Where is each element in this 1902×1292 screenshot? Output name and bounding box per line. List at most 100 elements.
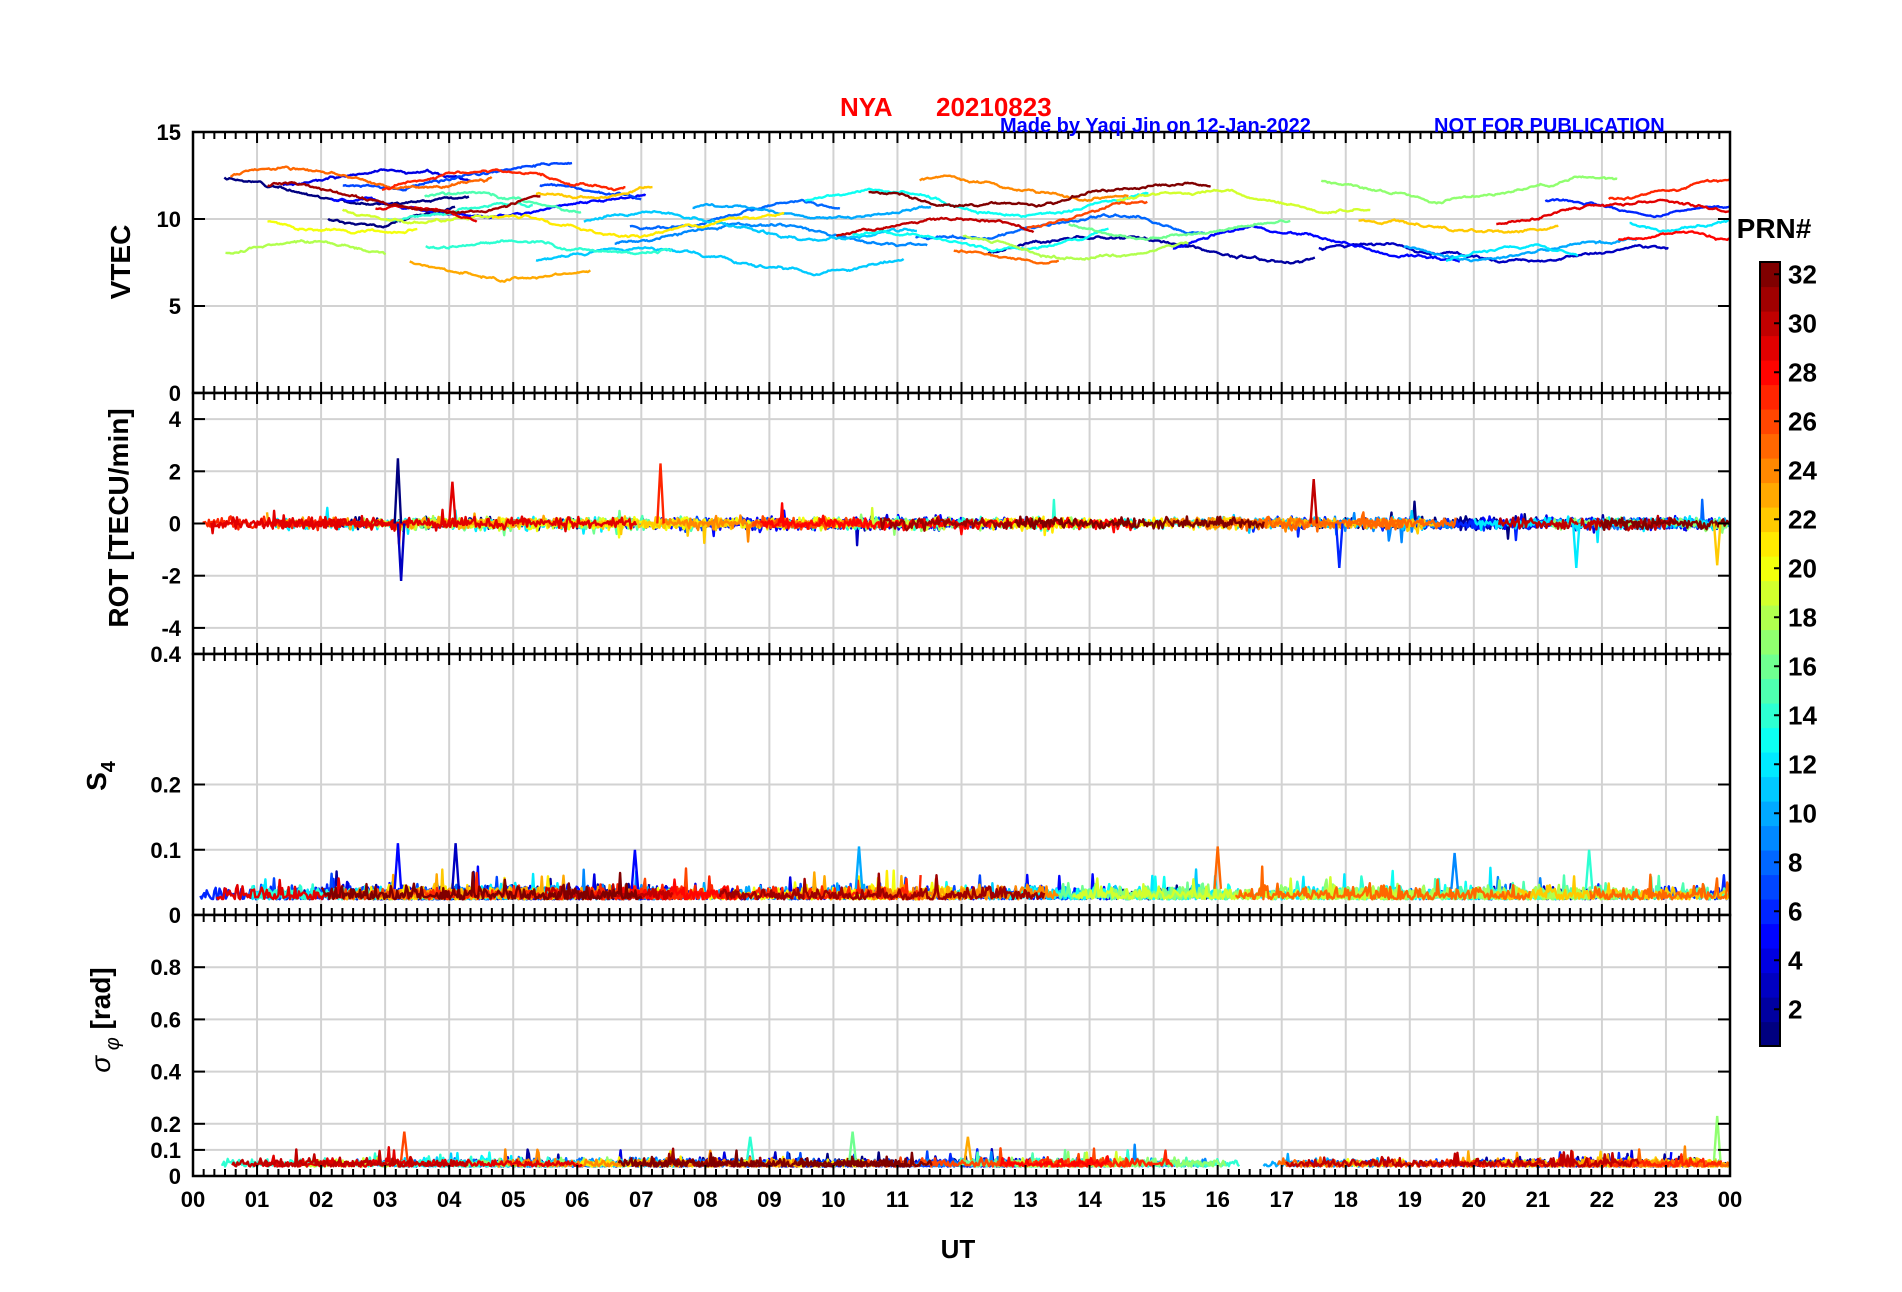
colorbar-segment [1760,825,1780,851]
colorbar-segment [1760,752,1780,778]
spike-prn-14 [1584,849,1594,889]
y-axis-label: ROT [TECU/min] [103,408,134,627]
series-prn-12 [1446,243,1579,262]
credit-text: Made by Yaqi Jin on 12-Jan-2022 [1000,115,1311,137]
notice-text: NOT FOR PUBLICATION [1434,115,1665,137]
series-prn-8 [915,213,1206,241]
panel-rot: -4 -2 0 2 4 ROT [TECU/min] [103,391,1732,656]
series-prn-32 [617,1149,933,1168]
colorbar-segment [1760,409,1780,435]
spike-prn-22 [1712,523,1722,566]
series-prn-26 [1026,200,1148,230]
x-tick-label: 00 [181,1187,205,1212]
colorbar-segment [1760,531,1780,557]
series-prn-6 [1544,198,1730,219]
spike-prn-5 [393,843,403,889]
colorbar-segment [1760,482,1780,508]
series-prn-30 [231,1148,469,1168]
series-prn-10 [692,202,932,220]
y-tick-label: 0 [169,1164,181,1189]
series-prn-28 [999,1155,1110,1168]
series-prn-30 [1285,1149,1640,1168]
spike-prn-9 [1450,852,1459,890]
series-prn-16 [1068,219,1291,241]
series-prn-7 [342,161,573,192]
x-tick-label: 02 [309,1187,333,1212]
colorbar-segment [1760,972,1780,998]
y-tick-label: 5 [169,294,181,319]
colorbar-tick-label: 28 [1788,357,1817,387]
series-prn-19 [1116,188,1371,215]
colorbar-segment [1760,899,1780,925]
series-prn-22 [1358,218,1559,234]
colorbar-segment [1760,458,1780,484]
panel-vtec: 0 5 10 15 VTEC [105,120,1732,406]
colorbar-segment [1760,1021,1780,1047]
spike-prn-1 [393,458,403,524]
x-tick-label: 13 [1013,1187,1037,1212]
series-prn-25 [1589,873,1730,901]
x-tick-label: 01 [245,1187,269,1212]
colorbar-segment [1760,384,1780,410]
spike-prn-23 [963,1136,973,1161]
colorbar-tick-label: 14 [1788,700,1817,730]
series-group [199,843,1730,901]
series-prn-5 [1172,224,1460,263]
spike-prn-6 [1334,523,1344,568]
series-prn-32 [320,871,643,901]
spike-prn-25 [1213,846,1223,889]
colorbar-segment [1760,629,1780,655]
colorbar-segment [1760,997,1780,1023]
colorbar-segment [1760,433,1780,459]
colorbar-tick-label: 8 [1788,847,1802,877]
x-tick-label: 17 [1269,1187,1293,1212]
series-prn-23 [409,260,592,283]
series-prn-24 [919,174,1129,202]
colorbar-tick-label: 32 [1788,259,1817,289]
y-tick-label: 0.2 [150,773,181,798]
colorbar-tick-label: 4 [1788,945,1803,975]
colorbar-segment [1760,923,1780,949]
colorbar-segment [1760,507,1780,533]
series-prn-17 [1320,175,1618,205]
x-tick-label: 14 [1077,1187,1102,1212]
colorbar-tick-label: 24 [1788,455,1817,485]
series-prn-2 [987,235,1316,265]
y-tick-label: 0.1 [150,1138,181,1163]
series-prn-22 [535,185,653,200]
colorbar-segment [1760,654,1780,680]
x-tick-label: 20 [1462,1187,1486,1212]
series-prn-32 [1599,516,1730,531]
y-tick-label: 0 [169,903,181,928]
y-tick-label: 0.4 [150,642,181,667]
colorbar-tick-label: 10 [1788,798,1817,828]
colorbar-segment [1760,262,1780,288]
series-prn-32 [868,181,1212,208]
spike-prn-26 [399,1131,409,1161]
spike-prn-12 [1571,523,1581,568]
series-prn-29 [274,508,638,546]
colorbar-tick-label: 12 [1788,749,1817,779]
y-tick-label: 15 [157,120,181,145]
series-prn-31 [718,872,1046,901]
colorbar-frame [1759,261,1781,1047]
series-prn-29 [1496,198,1730,226]
colorbar-segment [1760,605,1780,631]
colorbar-segment [1760,556,1780,582]
spike-prn-14 [745,1136,755,1161]
colorbar-tick-label: 22 [1788,504,1817,534]
series-prn-30 [835,216,1035,238]
series-prn-18 [962,234,1189,261]
y-tick-label: 0.6 [150,1007,181,1032]
colorbar-tick-label: 20 [1788,553,1817,583]
y-axis-label: σ φ [rad] [85,967,124,1073]
y-tick-label: 2 [169,459,181,484]
y-tick-label: 0.4 [150,1060,181,1085]
y-tick-label: 0.2 [150,1112,181,1137]
colorbar-tick-label: 26 [1788,406,1817,436]
x-tick-label: 09 [757,1187,781,1212]
y-tick-label: 0.1 [150,838,181,863]
x-tick-label: 11 [886,1187,909,1212]
